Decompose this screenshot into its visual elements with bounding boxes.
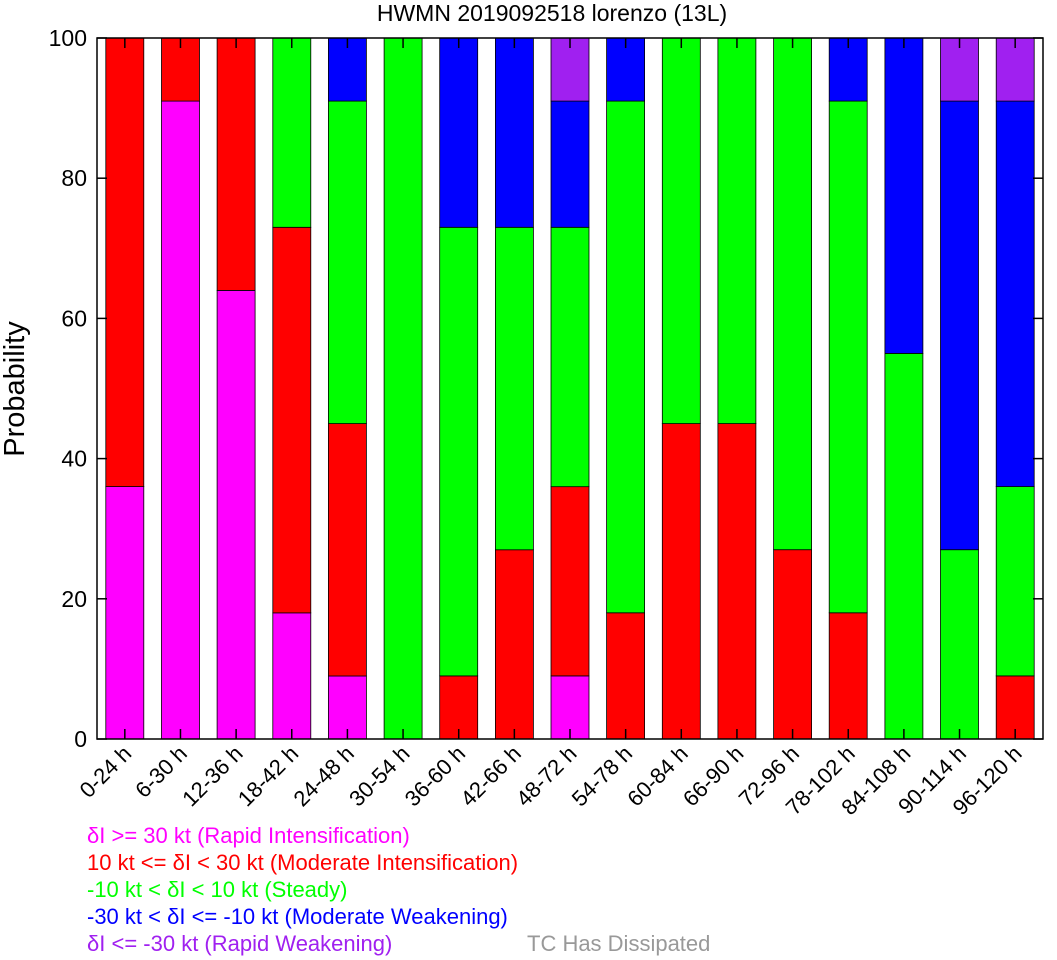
bar-segment xyxy=(995,486,1035,677)
x-tick-label: 18-42 h xyxy=(233,741,303,811)
y-tick-label: 20 xyxy=(61,586,87,612)
bar-segment xyxy=(105,486,145,740)
bar-segment xyxy=(550,37,590,102)
y-tick-label: 0 xyxy=(74,726,87,752)
bar-segment xyxy=(940,37,979,102)
legend-entry: -30 kt < δI <= -10 kt (Moderate Weakenin… xyxy=(87,904,508,929)
legend: δI >= 30 kt (Rapid Intensification)10 kt… xyxy=(87,823,710,956)
bar-segment xyxy=(940,100,979,551)
x-tick-label: 60-84 h xyxy=(622,741,692,811)
x-tick-label: 54-78 h xyxy=(567,741,637,811)
bar-segment xyxy=(550,226,590,488)
x-tick-label: 66-90 h xyxy=(678,741,748,811)
bar-segment xyxy=(773,37,812,551)
bar-segment xyxy=(272,226,312,614)
x-tick-label: 42-66 h xyxy=(455,741,525,811)
bar-segment xyxy=(216,37,256,291)
bar-segment xyxy=(327,100,367,424)
bar-segment xyxy=(606,100,645,614)
bar-segment xyxy=(661,423,701,740)
bar-segment xyxy=(606,612,645,740)
legend-entry: δI >= 30 kt (Rapid Intensification) xyxy=(87,823,410,848)
bar-segment xyxy=(773,549,812,740)
y-tick-label: 80 xyxy=(61,165,87,191)
bar-segment xyxy=(717,37,757,425)
x-tick-label: 48-72 h xyxy=(511,741,581,811)
bar-segment xyxy=(439,37,479,228)
bar-segment xyxy=(439,675,479,740)
y-tick-label: 100 xyxy=(49,25,87,51)
bar-segment xyxy=(995,37,1035,102)
legend-entry: 10 kt <= δI < 30 kt (Moderate Intensific… xyxy=(87,850,518,875)
x-tick-label: 24-48 h xyxy=(289,741,359,811)
legend-entry: -10 kt < δI < 10 kt (Steady) xyxy=(87,877,347,902)
bar-segment xyxy=(439,226,479,677)
bar-segment xyxy=(272,612,312,740)
bar-segment xyxy=(494,37,534,228)
bar-segment xyxy=(494,226,534,551)
bar-segment xyxy=(494,549,534,740)
bar-segment xyxy=(161,37,200,102)
bar-segment xyxy=(327,675,367,740)
bar-segment xyxy=(828,100,868,614)
bar-segment xyxy=(940,549,979,740)
legend-entry: δI <= -30 kt (Rapid Weakening) xyxy=(87,931,392,956)
bar-segment xyxy=(606,37,645,102)
legend-entry: TC Has Dissipated xyxy=(527,931,710,956)
bar-segment xyxy=(884,37,924,354)
bar-segment xyxy=(327,423,367,677)
y-axis-label: Probability xyxy=(0,321,31,457)
bar-segment xyxy=(828,612,868,740)
y-tick-label: 40 xyxy=(61,446,87,472)
bar-segment xyxy=(383,37,423,740)
bar-segment xyxy=(161,100,200,740)
bars-layer xyxy=(105,37,1035,740)
y-axis: 0 20 40 60 80 100 xyxy=(49,25,1043,752)
bar-segment xyxy=(550,100,590,228)
bar-segment xyxy=(717,423,757,740)
bar-segment xyxy=(550,486,590,677)
x-tick-label: 12-36 h xyxy=(177,741,247,811)
y-tick-label: 60 xyxy=(61,305,87,331)
bar-segment xyxy=(828,37,868,102)
bar-segment xyxy=(995,100,1035,487)
x-tick-label: 36-60 h xyxy=(400,741,470,811)
bar-segment xyxy=(216,289,256,740)
bar-segment xyxy=(105,37,145,488)
bar-segment xyxy=(272,37,312,228)
x-tick-label: 30-54 h xyxy=(344,741,414,811)
bar-segment xyxy=(661,37,701,425)
chart-title: HWMN 2019092518 lorenzo (13L) xyxy=(377,0,727,26)
bar-segment xyxy=(884,352,924,740)
bar-segment xyxy=(995,675,1035,740)
